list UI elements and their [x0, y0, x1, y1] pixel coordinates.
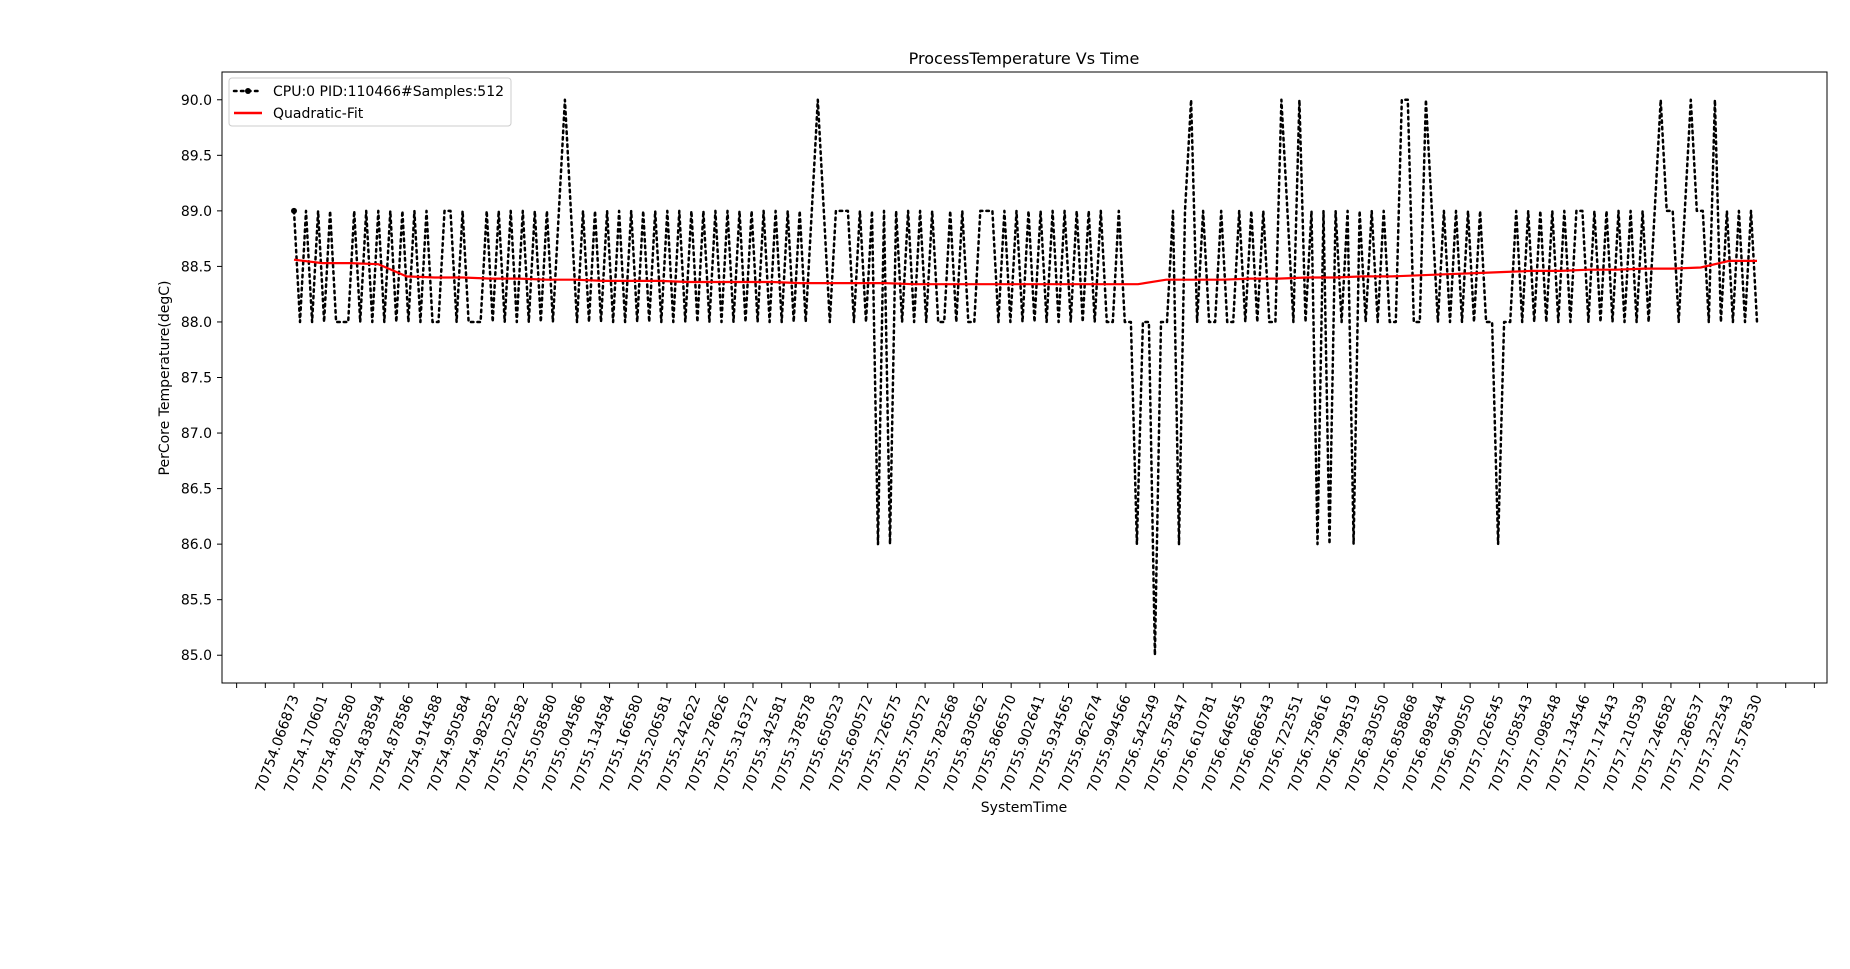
- legend-label-samples: CPU:0 PID:110466#Samples:512: [273, 84, 504, 100]
- legend-frame: [228, 77, 512, 127]
- y-axis-label: PerCore Temperature(degC): [157, 281, 173, 476]
- y-tick-label: 87.5: [181, 371, 212, 387]
- y-tick-label: 89.5: [181, 148, 212, 164]
- y-tick-label: 87.0: [181, 426, 212, 442]
- x-axis-label: SystemTime: [981, 800, 1067, 816]
- series-samples-line: [292, 98, 1759, 657]
- y-tick-label: 86.0: [181, 537, 212, 553]
- y-tick-label: 85.5: [181, 593, 212, 609]
- chart-title: ProcessTemperature Vs Time: [909, 49, 1140, 68]
- plot-lines: [291, 98, 1759, 657]
- series-samples-start-marker: [291, 207, 297, 214]
- y-tick-label: 85.0: [181, 648, 212, 664]
- legend-label-fit: Quadratic-Fit: [273, 106, 364, 122]
- legend: CPU:0 PID:110466#Samples:512 Quadratic-F…: [228, 77, 512, 127]
- y-axis: 85.0 85.5 86.0 86.5 87.0 87.5 88.0 88.5 89.0 89.5…: [181, 93, 222, 664]
- y-tick-label: 86.5: [181, 482, 212, 498]
- plot-frame: [221, 71, 1828, 684]
- y-tick-label: 89.0: [181, 204, 212, 220]
- y-tick-label: 88.5: [181, 259, 212, 275]
- legend-marker-samples: [245, 88, 251, 94]
- series-fit-line: [293, 258, 1757, 286]
- plot-area: [222, 72, 1827, 683]
- y-tick-label: 88.0: [181, 315, 212, 331]
- y-tick-label: 90.0: [181, 93, 212, 109]
